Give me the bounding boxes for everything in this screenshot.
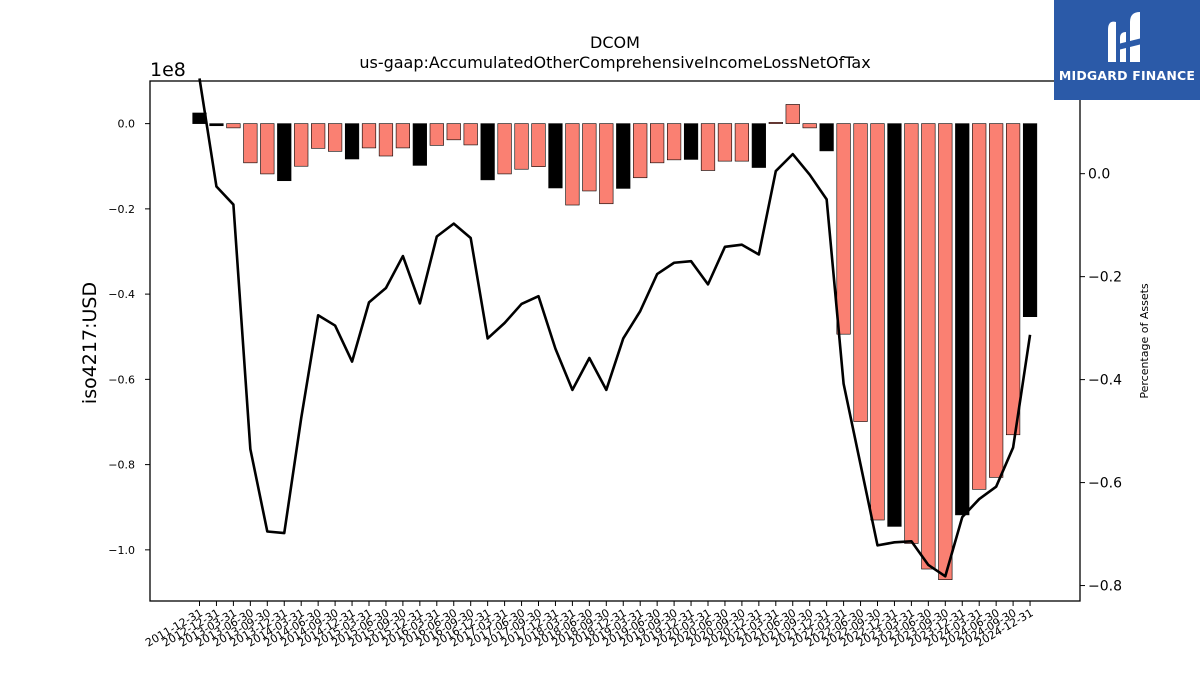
bar: [361, 123, 377, 149]
bar: [1005, 123, 1021, 436]
chart-title: DCOM: [590, 33, 640, 52]
bar: [294, 123, 309, 167]
bar: [480, 123, 495, 181]
y2-tick-label: −0.6: [1088, 476, 1122, 492]
bar: [463, 123, 478, 146]
bar: [599, 123, 614, 205]
bar: [311, 123, 326, 149]
percentage-line: [198, 78, 1032, 578]
bar: [938, 123, 953, 580]
bar: [1022, 123, 1038, 318]
bar: [446, 123, 461, 141]
bar: [921, 123, 936, 570]
logo: MIDGARD FINANCE: [1054, 0, 1200, 100]
y-offset-label: 1e8: [150, 59, 186, 81]
bar: [904, 123, 919, 544]
bar: [785, 104, 800, 124]
midgard-logo-icon: [1108, 12, 1142, 62]
y-tick-label: −0.6: [108, 373, 135, 386]
bar-series: [192, 104, 1038, 580]
y-tick-label: −0.4: [108, 288, 135, 301]
y-tick-label: −1.0: [108, 544, 135, 557]
bar: [734, 123, 749, 162]
y-axis: 0.0 −0.2 −0.4 −0.6 −0.8 −1.0: [108, 118, 150, 557]
bar: [819, 123, 834, 152]
y-tick-label: −0.2: [108, 203, 135, 216]
bar: [802, 123, 817, 129]
y-axis-label: iso4217:USD: [79, 282, 101, 404]
plot-frame: [149, 80, 1081, 602]
bar: [633, 123, 648, 179]
bar: [209, 123, 224, 127]
y2-axis-label: Percentage of Assets: [1138, 283, 1151, 399]
bar: [616, 123, 631, 189]
bar: [497, 123, 512, 175]
y2-tick-label: −0.8: [1088, 579, 1122, 595]
bar: [344, 123, 360, 160]
bar: [853, 123, 868, 422]
bar: [565, 123, 580, 206]
bar: [989, 123, 1004, 478]
bar: [717, 123, 733, 162]
bar: [836, 123, 851, 335]
bar: [887, 123, 902, 527]
bar: [378, 123, 394, 157]
bar: [260, 123, 275, 175]
line-series: [198, 78, 1032, 578]
y2-tick-label: −0.2: [1088, 270, 1122, 286]
bar: [683, 123, 699, 160]
bar: [870, 123, 885, 521]
bar: [751, 123, 766, 168]
y2-tick-label: −0.4: [1088, 373, 1122, 389]
bar: [327, 123, 343, 152]
logo-text: MIDGARD FINANCE: [1058, 68, 1196, 83]
y2-tick-label: 0.0: [1088, 167, 1110, 183]
bar: [582, 123, 597, 192]
bar: [412, 123, 427, 166]
bar: [226, 123, 241, 129]
bar: [514, 123, 529, 170]
y-tick-label: −0.8: [108, 459, 135, 472]
bar: [700, 123, 716, 171]
bar: [395, 123, 411, 149]
bar: [666, 123, 682, 161]
bar: [243, 123, 258, 164]
x-axis: 2011-12-312012-12-312013-03-312013-06-30…: [143, 601, 1036, 650]
bar: [429, 123, 444, 146]
bar: [548, 123, 563, 189]
bar: [768, 122, 783, 124]
chart-subtitle: us-gaap:AccumulatedOtherComprehensiveInc…: [359, 53, 870, 72]
bar: [972, 123, 987, 490]
bar: [531, 123, 546, 167]
bar: [955, 123, 970, 516]
bar: [650, 123, 665, 164]
y2-axis: 0.0 −0.2 −0.4 −0.6 −0.8: [1080, 167, 1122, 595]
bar: [277, 123, 292, 182]
y-tick-label: 0.0: [118, 118, 136, 131]
